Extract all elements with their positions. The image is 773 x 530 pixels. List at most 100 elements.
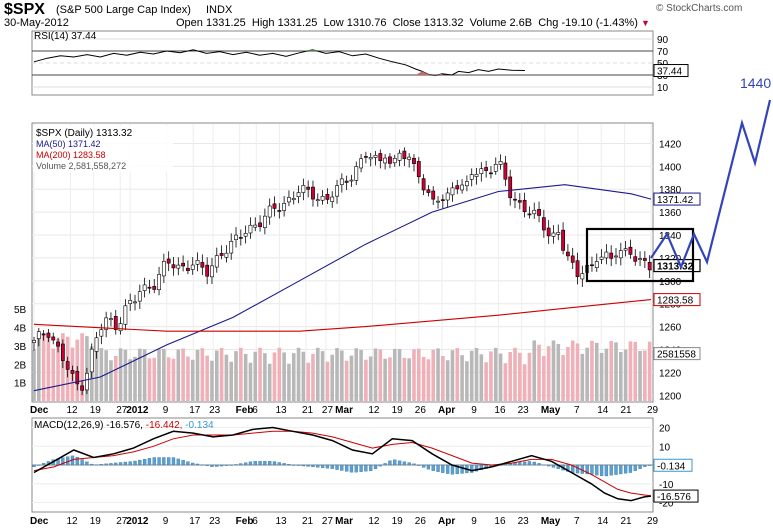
macd-hist-bar [378,464,382,467]
price-panel: 1420140013801360134013201300128012601240… [14,124,701,416]
candle-body [311,186,315,200]
candle-body [219,253,224,256]
macd-hist-bar [638,464,642,469]
open-label: Open [176,17,203,29]
candle-body [109,318,113,320]
volume-bar [445,360,450,401]
volume-bar [162,348,166,401]
volume-bar [373,348,378,401]
volume-bar [426,359,431,401]
volume-bar [311,353,315,401]
candle-body [186,267,190,271]
candle-body [80,385,84,391]
candle-body [118,323,123,332]
price-tick-label: 1220 [659,368,682,379]
candle-body [287,197,291,203]
volume-bar [272,352,277,401]
macd-hist-bar [426,464,431,470]
price-x-label: 19 [90,405,102,416]
candle-body [210,265,214,278]
volume-bar [416,348,421,401]
ma200-value-box [653,293,701,307]
price-x-label: 13 [275,405,287,416]
consolidation-box [585,227,695,283]
macd-x-label: 21 [620,516,632,527]
price-tick-label: 1380 [659,185,682,196]
volume-bar [214,350,219,401]
ohlc-row: Open 1331.25 High 1331.25 Low 1310.76 Cl… [176,17,650,29]
candle-body [142,284,147,291]
macd-hist-bar [369,464,373,471]
index-name: (S&P 500 Large Cap Index) [56,4,191,16]
volume-bar [551,340,556,401]
candle-body [450,187,455,196]
macd-hist-bar [450,464,455,475]
macd-hist-bar [181,460,185,466]
candle-body [561,229,565,251]
macd-hist-bar [268,461,272,466]
volume-tick-label: 5B [14,305,27,316]
macd-hist-bar [138,459,142,466]
macd-x-label: 29 [647,516,659,527]
volume-bar [104,350,108,401]
volume-bar [368,356,373,401]
volume-bar [340,350,344,401]
candle-body [267,205,272,218]
macd-hist-bar [75,457,79,466]
candle-body [291,198,296,201]
macd-hist-bar [133,460,137,466]
candle-body [402,150,407,160]
macd-legend: MACD(12,26,9) -16.576, -16.442, -0.134 [34,420,214,431]
macd-hist-bar [349,464,354,473]
price-x-label: 7 [574,405,580,416]
rsi-legend-text: RSI(14) 37.44 [34,31,97,42]
macd-hist-bar [210,464,214,467]
candle-body [618,250,623,259]
candle-body [460,184,464,191]
macd-hist-bar [388,460,392,466]
macd-hist-bar [614,464,618,475]
candle-body [628,246,633,255]
volume-bar [388,357,392,401]
candle-body [190,264,195,270]
macd-hist-bar [128,461,132,466]
volume-bar [647,341,652,401]
volume-bar [200,348,205,401]
macd-hist-bar [364,464,368,472]
macd-hist-bar [599,464,604,476]
price-x-label: 6 [252,405,258,416]
volume-bar [522,364,527,401]
volume-bar [277,347,282,401]
volume-bar [306,362,310,401]
macd-hist-bar [542,464,546,466]
macd-legend-hist: -0.134 [185,420,214,431]
volume-bar [527,352,532,401]
macd-hist-bar [421,464,426,468]
volume-bar [219,348,224,401]
macd-x-label: 12 [66,516,78,527]
ma50-line [33,184,652,392]
volume-bar [123,349,128,401]
macd-hist-bar [354,464,358,473]
price-x-label: 21 [302,405,314,416]
volume-bar [503,363,508,401]
candle-body [248,224,253,234]
price-x-label: 12 [368,405,380,416]
macd-x-label: 19 [392,516,404,527]
candle-body [638,258,642,261]
volume-bar [392,348,397,401]
volume-bar [383,358,387,401]
volume-bar [493,347,498,401]
candle-body [330,196,335,202]
volume-bar [349,355,354,401]
macd-x-label: 23 [209,516,221,527]
volume-bar [166,357,171,401]
volume-bar [56,338,60,401]
volume-bar [186,356,190,401]
volume-bar [229,361,234,401]
macd-hist-bar [344,464,349,472]
volume-bar [594,342,599,401]
ma50-value-box [653,192,701,206]
macd-hist-bar [215,464,219,467]
candle-body [354,166,359,181]
